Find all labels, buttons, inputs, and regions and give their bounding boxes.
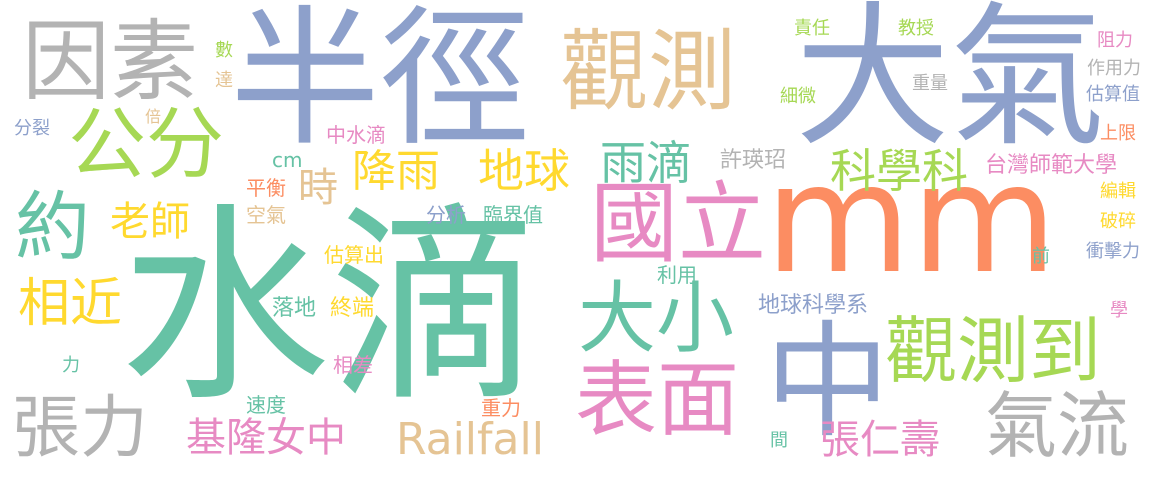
word-estimate-value: 估算值 [1086, 84, 1140, 105]
word-similar: 相近 [18, 274, 123, 334]
word-time: 時 [298, 165, 338, 211]
word-size: 大小 [578, 274, 735, 364]
word-science-subject: 科學科 [830, 144, 968, 198]
word-responsibility: 責任 [794, 18, 830, 39]
word-medium-water-drop: 中水滴 [326, 123, 386, 147]
word-airflow: 氣流 [985, 384, 1130, 468]
word-middle: 中 [765, 310, 890, 455]
word-analysis: 分析 [426, 203, 466, 227]
word-times: 倍 [142, 108, 161, 124]
word-before: 前 [1029, 246, 1050, 264]
word-speed: 速度 [246, 393, 286, 417]
word-terminal: 終端 [330, 296, 375, 321]
word-interval: 間 [767, 430, 788, 448]
word-railfall: Railfall [396, 414, 544, 465]
word-air: 空氣 [246, 203, 286, 227]
word-landing: 落地 [272, 296, 317, 321]
word-reach: 達 [212, 70, 233, 88]
word-teacher: 老師 [110, 199, 190, 245]
word-observed: 觀測到 [885, 309, 1102, 393]
word-weight: 重量 [912, 73, 948, 94]
word-resistance: 阻力 [1097, 30, 1133, 51]
word-diff: 力 [59, 355, 80, 373]
word-ntnu: 台灣師範大學 [985, 153, 1118, 178]
word-break: 破碎 [1100, 211, 1136, 232]
word-centimeter: 公分 [68, 100, 225, 190]
word-factor: 因素 [22, 10, 199, 113]
word-subtle: 細微 [780, 86, 816, 107]
word-impact-force: 衝擊力 [1086, 241, 1140, 262]
word-observe: 觀測 [560, 20, 737, 123]
word-rainfall: 降雨 [352, 146, 440, 197]
word-mm: mm [765, 133, 1058, 307]
word-upper-limit: 上限 [1100, 123, 1136, 144]
word-keelung-girls-high: 基隆女中 [186, 415, 346, 461]
word-utilize: 利用 [657, 263, 697, 287]
word-gravity: 重力 [481, 396, 521, 420]
word-zhang-renshou: 張仁壽 [820, 417, 940, 463]
word-edit: 編輯 [1100, 181, 1136, 202]
word-estimated-out: 估算出 [324, 243, 384, 267]
word-national: 國立 [590, 172, 767, 275]
word-acting-force: 作用力 [1087, 58, 1141, 79]
word-tension: 張力 [12, 389, 149, 468]
word-surface: 表面 [575, 353, 740, 448]
word-professor: 教授 [898, 18, 934, 39]
word-critical-value: 臨界值 [483, 203, 543, 227]
word-hsu-ying-chao: 許瑛玿 [720, 148, 787, 173]
word-about: 約 [15, 183, 91, 271]
word-sub-water: 相差 [333, 353, 373, 377]
word-learn: 學 [1107, 300, 1128, 318]
word-earth-science-dept: 地球科學系 [758, 293, 869, 318]
word-cm: cm [272, 148, 303, 172]
word-raindrop: 雨滴 [600, 136, 692, 190]
word-water-drop: 水滴 [120, 185, 541, 430]
word-balance: 平衡 [246, 176, 286, 200]
word-radius: 半徑 [230, 0, 531, 167]
word-atmosphere: 大氣 [795, 0, 1105, 168]
word-split: 分裂 [14, 118, 50, 139]
word-count: 數 [212, 40, 233, 58]
word-earth: 地球 [478, 144, 570, 198]
